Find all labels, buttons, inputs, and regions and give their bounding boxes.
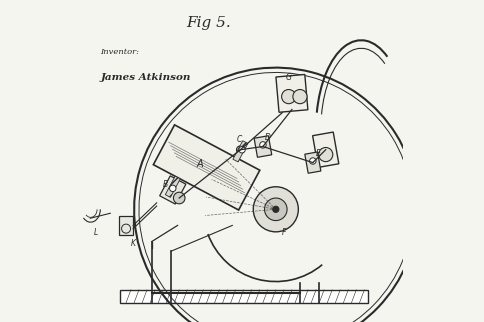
Polygon shape bbox=[313, 132, 339, 167]
Text: B: B bbox=[163, 180, 168, 189]
Polygon shape bbox=[166, 176, 180, 197]
Circle shape bbox=[272, 206, 279, 213]
Circle shape bbox=[260, 142, 266, 148]
Circle shape bbox=[239, 147, 245, 153]
Text: C: C bbox=[237, 135, 242, 144]
Text: Fig 5.: Fig 5. bbox=[186, 15, 230, 30]
Polygon shape bbox=[305, 152, 321, 173]
Polygon shape bbox=[120, 290, 367, 303]
Polygon shape bbox=[276, 74, 308, 112]
Polygon shape bbox=[153, 125, 260, 210]
Circle shape bbox=[265, 198, 287, 221]
Text: E: E bbox=[316, 149, 321, 158]
Circle shape bbox=[253, 187, 298, 232]
Text: D: D bbox=[265, 133, 271, 142]
Polygon shape bbox=[233, 141, 248, 162]
Polygon shape bbox=[160, 176, 186, 204]
Text: James Atkinson: James Atkinson bbox=[100, 73, 191, 82]
Text: G: G bbox=[286, 73, 292, 82]
Circle shape bbox=[318, 147, 333, 162]
Text: A: A bbox=[197, 159, 203, 169]
Text: L: L bbox=[94, 228, 98, 237]
Polygon shape bbox=[254, 136, 272, 157]
Circle shape bbox=[173, 192, 185, 204]
Circle shape bbox=[310, 158, 316, 164]
Text: Inventor:: Inventor: bbox=[100, 48, 139, 55]
Circle shape bbox=[169, 185, 176, 192]
Text: K: K bbox=[131, 239, 136, 248]
Circle shape bbox=[293, 90, 307, 104]
Text: F: F bbox=[282, 228, 287, 237]
Circle shape bbox=[282, 90, 296, 104]
Circle shape bbox=[237, 146, 244, 154]
Polygon shape bbox=[119, 216, 133, 235]
